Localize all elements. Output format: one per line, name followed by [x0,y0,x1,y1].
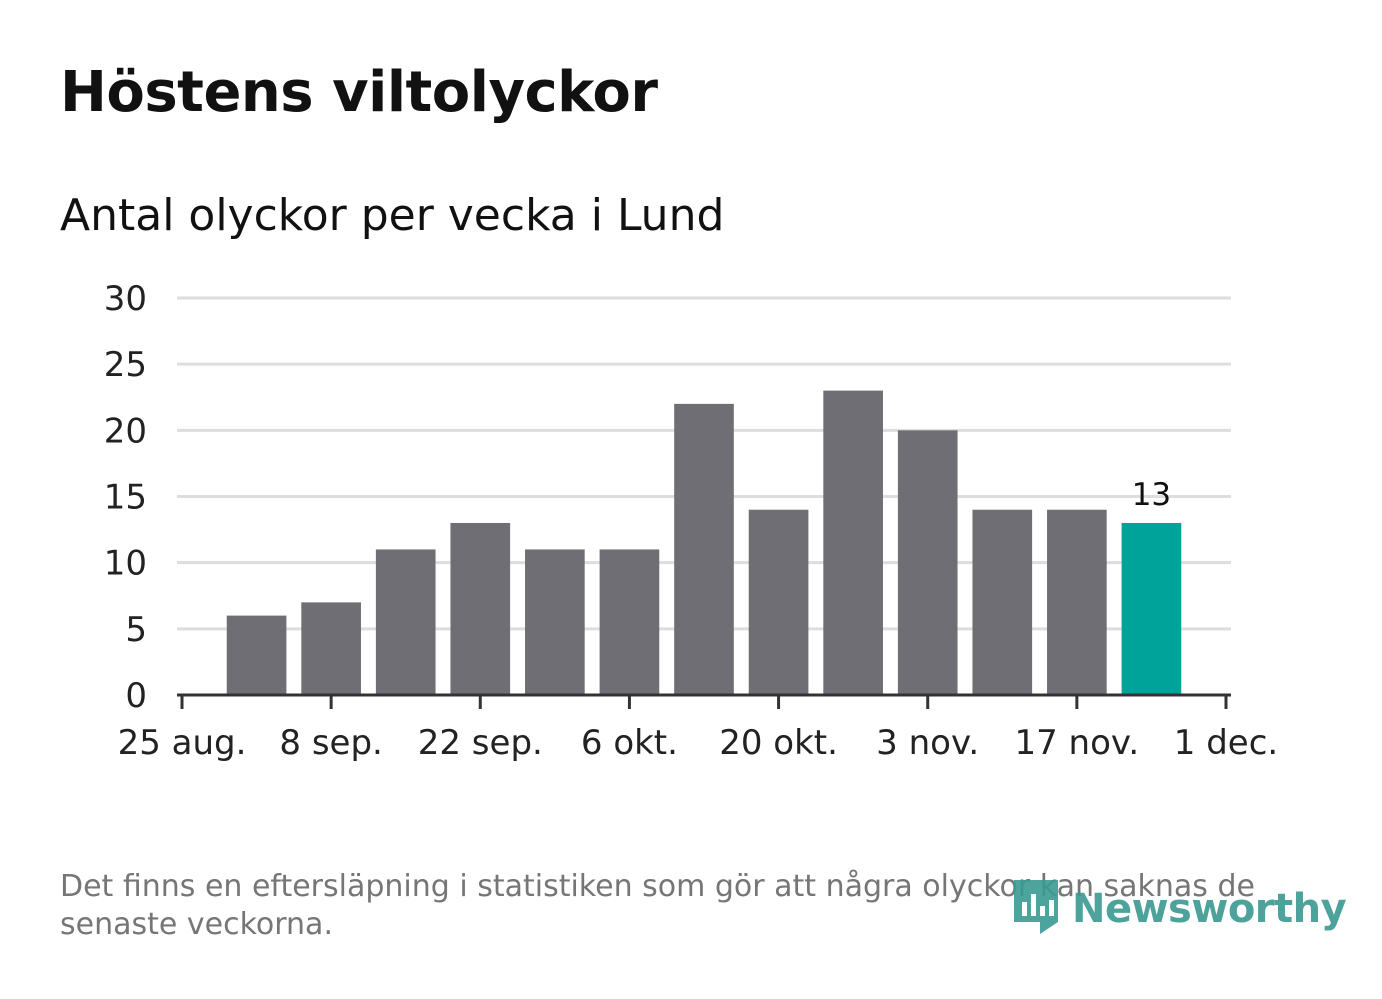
x-tick-label: 25 aug. [118,723,247,763]
y-tick-label: 5 [125,610,147,650]
bar [301,602,361,695]
x-tick-label: 6 okt. [581,723,678,763]
x-tick-label: 1 dec. [1174,723,1278,763]
y-axis-ticks: 0 5 10 15 20 25 30 [104,279,147,716]
newsworthy-logo[interactable]: Newsworthy [1010,876,1347,942]
x-tick-label: 20 okt. [719,723,838,763]
bar-highlighted [1121,522,1182,695]
x-tick-label: 8 sep. [279,723,382,763]
bar-value-label: 13 [1132,477,1171,513]
data-labels: 13 [1132,477,1171,513]
bar [450,522,511,695]
bar [525,549,585,695]
y-tick-label: 10 [104,544,147,584]
bar [375,549,436,695]
y-tick-label: 0 [125,676,147,716]
chart-title: Höstens viltolyckor [60,60,658,125]
x-tick-label: 3 nov. [876,723,979,763]
bar [599,549,660,695]
bar [1047,509,1107,695]
bars [226,390,1182,695]
bar [972,509,1033,695]
y-tick-label: 20 [104,411,147,451]
chart-subtitle: Antal olyckor per vecka i Lund [60,190,725,241]
y-tick-label: 15 [104,478,147,518]
x-axis-ticks: 25 aug. 8 sep. 22 sep. 6 okt. 20 okt. 3 nov. 1… [118,695,1278,763]
bar [897,430,958,695]
bar [674,403,734,695]
bar [226,615,287,695]
y-tick-label: 30 [104,279,147,319]
x-tick-label: 17 nov. [1014,723,1139,763]
logo-text: Newsworthy [1072,886,1347,932]
bar [748,509,809,695]
bar [823,390,883,695]
x-tick-label: 22 sep. [418,723,543,763]
y-tick-label: 25 [104,345,147,385]
newsworthy-logo-icon [1014,880,1058,934]
